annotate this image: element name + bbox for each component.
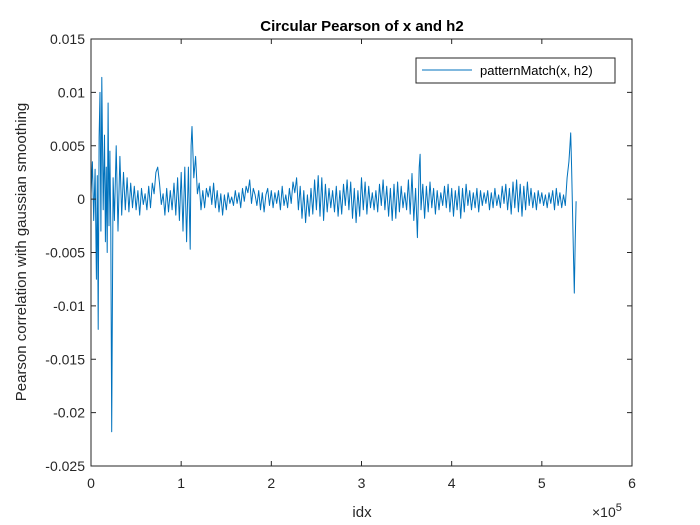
axes-group: 0 1 2 3 4 5 6 -0.025 -0.02 -0.015 -0.01 -0.005 0 0.00…	[45, 31, 636, 491]
svg-text:×105: ×105	[592, 502, 622, 520]
y-tick-label: -0.02	[53, 405, 85, 421]
plot-area	[91, 39, 632, 466]
series-group	[90, 76, 577, 433]
x-exponent-base: ×10	[592, 504, 616, 520]
y-tick-label: -0.025	[45, 458, 85, 474]
y-axis-label: Pearson correlation with gaussian smooth…	[13, 103, 30, 402]
x-exponent-power: 5	[616, 502, 622, 514]
chart-title: Circular Pearson of x and h2	[260, 18, 463, 35]
x-exponent-label: ×105	[592, 502, 622, 520]
x-tick-label: 0	[87, 475, 95, 491]
x-tick-label: 3	[358, 475, 366, 491]
legend-label: patternMatch(x, h2)	[480, 63, 593, 78]
y-tick-label: -0.005	[45, 245, 85, 261]
x-tick-label: 5	[538, 475, 546, 491]
x-axis-label: idx	[352, 504, 372, 521]
x-tick-label: 4	[448, 475, 456, 491]
y-tick-label: -0.015	[45, 351, 85, 367]
y-tick-label: 0.005	[50, 138, 85, 154]
y-tick-label: 0.015	[50, 31, 85, 47]
x-tick-label: 1	[177, 475, 185, 491]
y-tick-label: 0.01	[58, 84, 85, 100]
series-line-0	[90, 76, 577, 433]
x-tick-label: 2	[267, 475, 275, 491]
y-tick-label: -0.01	[53, 298, 85, 314]
x-tick-label: 6	[628, 475, 636, 491]
legend: patternMatch(x, h2)	[415, 57, 616, 84]
y-tick-label: 0	[77, 191, 85, 207]
